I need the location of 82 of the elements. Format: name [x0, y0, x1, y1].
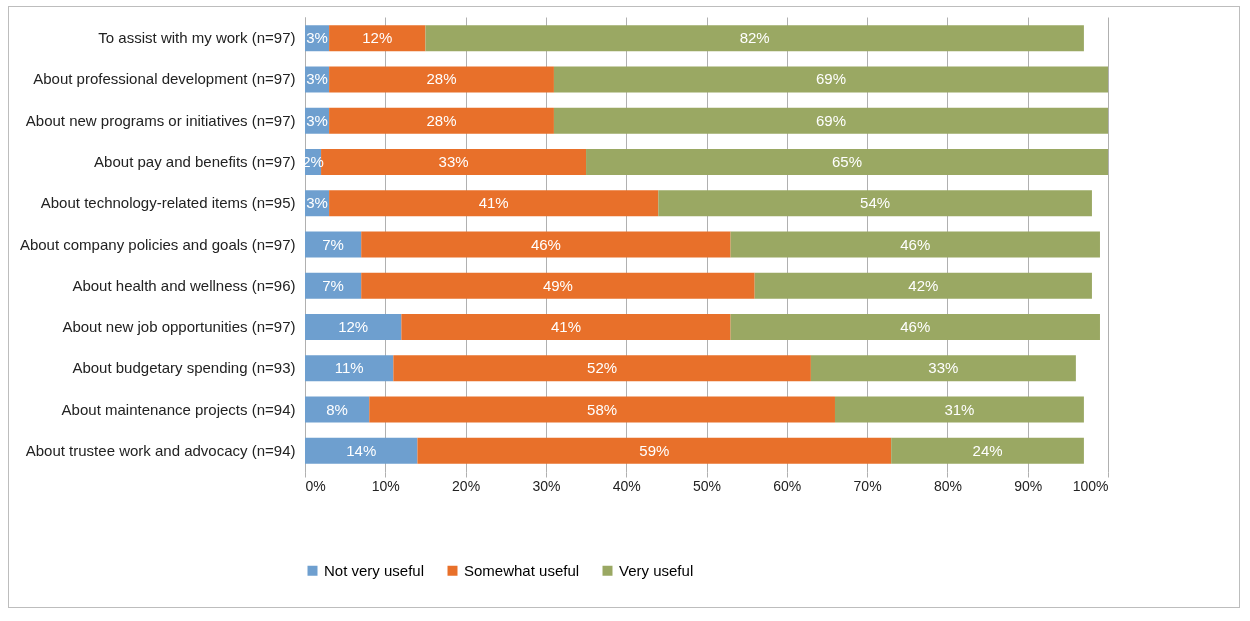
data-label: 3% — [306, 111, 328, 129]
y-tick-label: About health and wellness (n=96) — [72, 276, 296, 294]
bar — [361, 231, 731, 258]
y-tick-label: About pay and benefits (n=97) — [94, 153, 296, 170]
data-label: 12% — [338, 318, 369, 335]
bar — [586, 149, 1108, 175]
x-tick-label: 100% — [1072, 477, 1109, 494]
data-label: 41% — [478, 194, 509, 212]
x-tick-label: 10% — [371, 477, 400, 494]
data-label: 12% — [362, 29, 393, 47]
data-label: 59% — [639, 441, 670, 459]
y-tick-label: About new programs or initiatives (n=97) — [25, 111, 296, 129]
bar — [891, 437, 1084, 464]
x-tick-label: 70% — [853, 477, 882, 494]
bar — [305, 314, 402, 340]
bar — [658, 190, 1092, 217]
bar — [393, 355, 811, 382]
x-tick-label: 90% — [1014, 477, 1043, 494]
data-label: 28% — [426, 111, 457, 129]
bar — [361, 272, 755, 299]
data-label: 58% — [587, 400, 618, 418]
bar — [329, 66, 554, 93]
bar — [730, 231, 1100, 258]
data-label: 3% — [306, 29, 328, 47]
y-tick-label: About trustee work and advocacy (n=94) — [25, 441, 296, 459]
bar — [425, 25, 1084, 52]
y-tick-label: To assist with my work (n=97) — [98, 29, 296, 47]
bar — [417, 437, 892, 464]
bar — [401, 314, 731, 340]
bar — [553, 66, 1108, 93]
bar — [810, 355, 1076, 382]
data-label: 3% — [306, 70, 328, 88]
data-label: 31% — [944, 400, 975, 418]
bar — [553, 107, 1108, 134]
bar — [305, 437, 418, 464]
y-tick-label: About technology-related items (n=95) — [40, 194, 296, 212]
data-label: 46% — [530, 235, 561, 253]
bar — [305, 355, 394, 382]
data-label: 28% — [426, 70, 457, 88]
data-label: 14% — [346, 441, 377, 459]
data-label: 42% — [908, 276, 939, 294]
y-tick-label: About new job opportunities (n=97) — [62, 318, 296, 335]
data-label: 49% — [542, 276, 573, 294]
data-label: 65% — [832, 153, 863, 170]
data-label: 69% — [815, 70, 846, 88]
data-label: 41% — [550, 318, 581, 335]
x-tick-label: 20% — [452, 477, 481, 494]
legend-label: Somewhat useful — [464, 561, 580, 579]
bar — [329, 25, 426, 52]
legend-label: Very useful — [619, 561, 694, 579]
data-label: 33% — [438, 153, 469, 170]
y-tick-label: About professional development (n=97) — [33, 70, 296, 88]
data-label: 24% — [972, 441, 1003, 459]
bar — [730, 314, 1100, 340]
bar — [369, 396, 835, 423]
y-tick-label: About budgetary spending (n=93) — [72, 359, 296, 377]
data-label: 7% — [322, 276, 344, 294]
bar — [754, 272, 1092, 299]
x-tick-label: 40% — [612, 477, 641, 494]
data-label: 82% — [739, 29, 770, 47]
y-tick-label: About maintenance projects (n=94) — [61, 400, 296, 418]
data-label: 7% — [322, 235, 344, 253]
bar — [305, 272, 362, 299]
legend-label: Not very useful — [324, 561, 425, 579]
data-label: 46% — [900, 235, 931, 253]
data-label: 54% — [860, 194, 891, 212]
data-label: 3% — [306, 194, 328, 212]
bar — [834, 396, 1084, 423]
data-label: 8% — [326, 400, 348, 418]
y-tick-label: About company policies and goals (n=97) — [19, 235, 296, 253]
x-tick-label: 80% — [933, 477, 962, 494]
bar — [329, 107, 554, 134]
x-tick-label: 0% — [305, 477, 326, 494]
data-label: 11% — [334, 359, 364, 377]
bar — [329, 190, 659, 217]
data-label: 33% — [928, 359, 959, 377]
data-label: 46% — [900, 318, 931, 335]
x-tick-label: 50% — [692, 477, 722, 494]
x-tick-label: 30% — [532, 477, 561, 494]
x-tick-label: 60% — [773, 477, 802, 494]
data-label: 52% — [587, 359, 618, 377]
data-label: 69% — [815, 111, 846, 129]
